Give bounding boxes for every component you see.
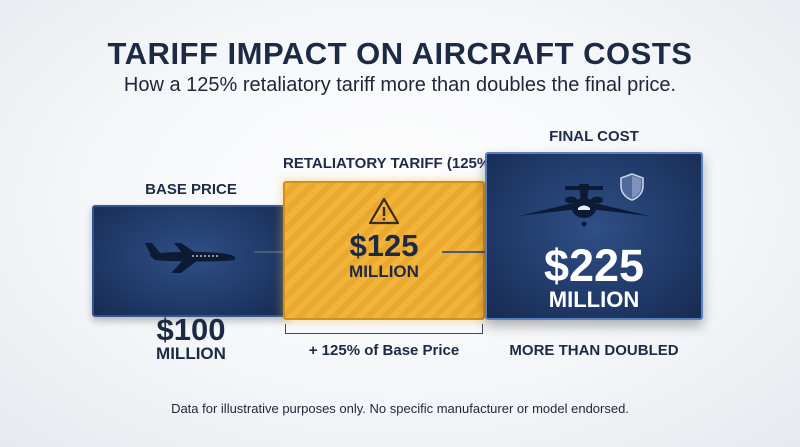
final-cost-label: FINAL COST (549, 128, 639, 145)
base-price-label: BASE PRICE (145, 181, 237, 198)
tariff-amount: $125 (349, 228, 419, 263)
page-title: TARIFF IMPACT ON AIRCRAFT COSTS (107, 36, 693, 71)
tariff-bracket (285, 324, 483, 334)
business-jet-icon (519, 184, 649, 227)
arrow-tariff-to-final (442, 251, 492, 253)
tariff-unit: MILLION (349, 262, 419, 281)
base-price-amount: $100 (156, 312, 226, 347)
base-price-box (92, 205, 290, 317)
final-cost-amount: $225 (543, 240, 645, 291)
base-price-unit: MILLION (156, 344, 226, 363)
final-cost-caption: MORE THAN DOUBLED (509, 342, 679, 359)
shield-icon (620, 173, 644, 201)
warning-icon (368, 197, 400, 225)
final-cost-unit: MILLION (548, 287, 640, 312)
tariff-note: + 125% of Base Price (308, 342, 460, 359)
tariff-label: RETALIATORY TARIFF (125%) (283, 155, 496, 172)
final-cost-box (485, 152, 703, 320)
tariff-box (283, 181, 485, 320)
airliner-icon (145, 243, 236, 273)
footnote: Data for illustrative purposes only. No … (171, 401, 629, 416)
page-subtitle: How a 125% retaliatory tariff more than … (123, 74, 677, 96)
